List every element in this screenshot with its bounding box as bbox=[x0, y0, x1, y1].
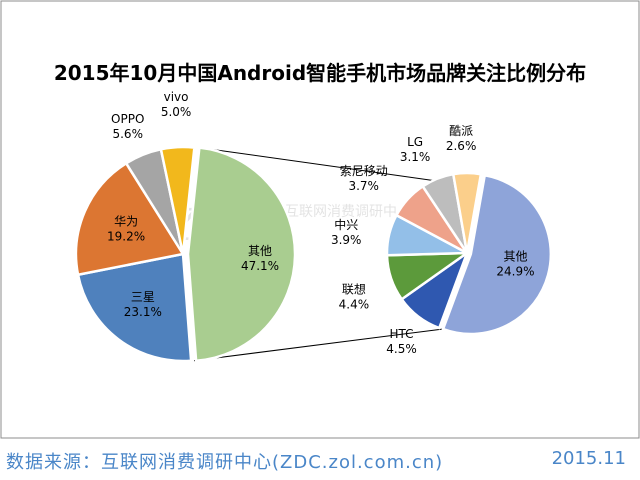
chart-title: 2015年10月中国Android智能手机市场品牌关注比例分布 bbox=[54, 61, 586, 85]
label-main-4: OPPO 5.6% bbox=[111, 112, 144, 141]
label-sub-2: HTC 4.5% bbox=[386, 327, 417, 356]
label-sub-6: LG 3.1% bbox=[400, 135, 431, 164]
label-sub-7: 酷派 2.6% bbox=[446, 124, 477, 153]
date-note: 2015.11 bbox=[551, 448, 626, 469]
main-slice-2 bbox=[76, 252, 193, 363]
data-labels: 其他 47.1% 三星 23.1% 华为 19.2% OPPO 5.6% vivo 5.0% 其他 2… bbox=[107, 90, 534, 356]
label-sub-3: 联想 4.4% bbox=[339, 281, 370, 311]
label-sub-5: 索尼移动 3.7% bbox=[340, 164, 388, 193]
label-main-3: 华为 19.2% bbox=[107, 215, 145, 244]
label-main-1: 其他 47.1% bbox=[241, 244, 279, 273]
main-slice-5 bbox=[159, 145, 196, 255]
connector-lines bbox=[194, 147, 443, 362]
main-pie bbox=[74, 145, 297, 363]
main-slice-1 bbox=[186, 146, 297, 363]
label-sub-4: 中兴 3.9% bbox=[331, 217, 362, 247]
sub-slice-1 bbox=[441, 173, 553, 336]
watermark-text: 互联网消费调研中心 bbox=[285, 204, 411, 220]
label-main-2: 三星 23.1% bbox=[124, 290, 162, 319]
sub-slice-7 bbox=[451, 171, 483, 254]
main-slice-3 bbox=[74, 161, 186, 277]
source-note: 数据来源：互联网消费调研中心(ZDC.zol.com.cn) bbox=[6, 452, 444, 473]
label-main-5: vivo 5.0% bbox=[161, 90, 192, 119]
sub-pie bbox=[385, 171, 553, 336]
label-sub-1: 其他 24.9% bbox=[496, 250, 534, 279]
connector-bottom bbox=[194, 328, 443, 362]
connector-top bbox=[199, 147, 434, 181]
